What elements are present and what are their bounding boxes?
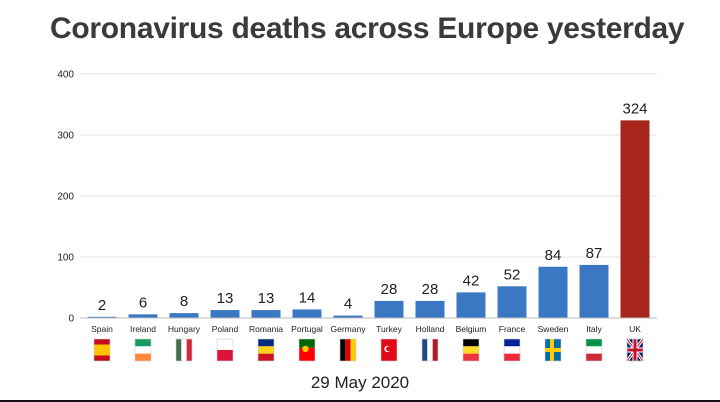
uk-flag-icon (625, 338, 645, 362)
bar (251, 310, 281, 318)
data-label: 13 (217, 290, 234, 307)
bar (87, 316, 117, 318)
hungary-flag-icon (175, 338, 193, 362)
sweden-flag-icon (544, 338, 562, 362)
data-label: 28 (381, 281, 398, 298)
data-label: 2 (98, 297, 106, 314)
category-label: Poland (212, 324, 239, 334)
belgium-flag-icon (462, 338, 480, 362)
category-label: Germany (331, 324, 367, 334)
data-label: 28 (422, 281, 439, 298)
date-label: 29 May 2020 (310, 373, 410, 392)
germany-flag-icon (339, 338, 357, 362)
bar (374, 300, 404, 318)
category-label: Italy (586, 324, 602, 334)
category-label: Spain (91, 324, 113, 334)
data-label: 324 (622, 100, 647, 117)
category-label: Sweden (538, 324, 569, 334)
romania-flag-icon (257, 338, 275, 362)
bar (497, 286, 527, 318)
bar (128, 314, 158, 318)
data-label: 13 (258, 290, 275, 307)
bar (333, 315, 363, 318)
france-flag-icon (503, 338, 521, 362)
category-label: Romania (249, 324, 283, 334)
bar (538, 266, 568, 318)
data-label: 87 (586, 245, 603, 262)
category-label: Turkey (376, 324, 402, 334)
y-tick-label: 200 (57, 192, 74, 203)
category-label: Belgium (456, 324, 487, 334)
bar (415, 300, 445, 318)
category-label: Hungary (168, 324, 201, 334)
y-tick-label: 0 (68, 314, 74, 325)
data-label: 14 (299, 289, 316, 306)
category-label: Portugal (291, 324, 323, 334)
holland-flag-icon (421, 338, 439, 362)
ireland-flag-icon (134, 338, 152, 362)
category-label: Holland (416, 324, 445, 334)
data-label: 6 (139, 294, 147, 311)
data-label: 4 (344, 296, 352, 313)
data-label: 8 (180, 293, 188, 310)
data-label: 52 (504, 266, 521, 283)
bar (292, 309, 322, 318)
bar (169, 313, 199, 318)
y-tick-label: 400 (57, 70, 74, 81)
data-label: 42 (463, 272, 480, 289)
italy-flag-icon (585, 338, 603, 362)
poland-flag-icon (216, 338, 234, 362)
bar (210, 310, 240, 318)
category-label: Ireland (130, 324, 156, 334)
bar (456, 292, 486, 318)
y-tick-label: 300 (57, 131, 74, 142)
bar (620, 120, 650, 318)
chart-title: Coronavirus deaths across Europe yesterd… (50, 12, 685, 45)
spain-flag-icon (93, 338, 111, 362)
category-label: UK (629, 324, 641, 334)
category-label: France (499, 324, 526, 334)
y-tick-label: 100 (57, 253, 74, 264)
portugal-flag-icon (298, 338, 316, 362)
bar (579, 264, 609, 318)
data-label: 84 (545, 247, 562, 264)
turkey-flag-icon (380, 338, 398, 362)
